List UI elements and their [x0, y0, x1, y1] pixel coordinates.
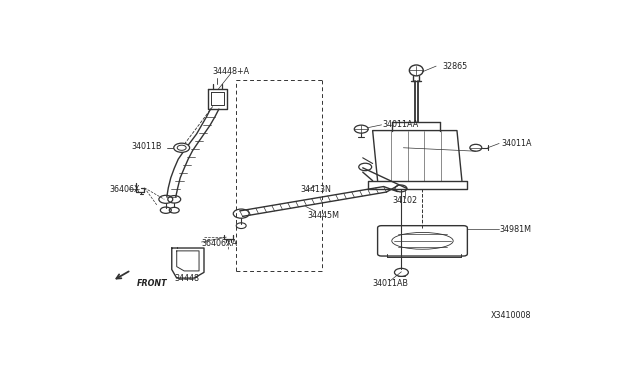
FancyBboxPatch shape: [378, 226, 467, 256]
Text: FRONT: FRONT: [137, 279, 168, 288]
Text: 34448+A: 34448+A: [212, 67, 250, 76]
Text: 34011AA: 34011AA: [383, 121, 419, 129]
Text: 36406XA: 36406XA: [202, 239, 237, 248]
Text: 34102: 34102: [392, 196, 417, 205]
Text: 34448: 34448: [174, 273, 199, 283]
Ellipse shape: [410, 65, 423, 76]
Text: 34011B: 34011B: [131, 142, 162, 151]
Text: 36406X: 36406X: [110, 185, 140, 194]
Text: 34413N: 34413N: [300, 185, 331, 194]
Circle shape: [173, 143, 189, 153]
Text: 34011AB: 34011AB: [372, 279, 408, 288]
Text: 34981M: 34981M: [499, 225, 531, 234]
Text: 32865: 32865: [442, 62, 467, 71]
Text: 34445M: 34445M: [307, 211, 339, 219]
Text: X3410008: X3410008: [491, 311, 531, 320]
Text: 34011A: 34011A: [502, 139, 532, 148]
